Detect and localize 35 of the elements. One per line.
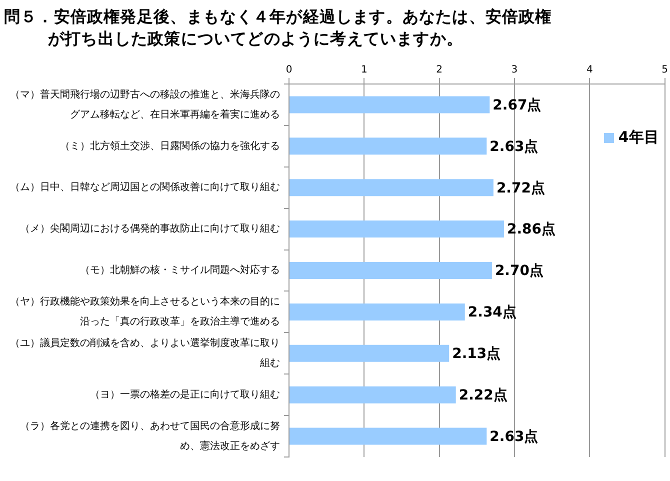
y-tick-label: （ミ）北方領土交渉、日露関係の協力を強化する [60,140,280,152]
legend-label: 4年目 [618,128,659,147]
y-tick-label: （モ）北朝鮮の核・ミサイル問題へ対応する [80,264,280,276]
chart-title: 問５．安倍政権発足後、まもなく４年が経過します。あなたは、安倍政権が打ち出した政策についてどのように考えていますか。 [4,6,553,50]
bar [290,262,492,279]
bar [290,220,504,238]
y-tick-label: （ラ）各党との連携を図り、あわせて国民の合意形成に努め、憲法改正をめざす [20,420,280,452]
x-tick-label: 4 [586,64,593,76]
y-tick-label: （ユ）議員定数の削減を含め、よりよい選挙制度改革に取り組む [10,336,280,369]
data-label: 2.72点 [496,180,545,196]
x-tick-label: 1 [360,64,368,76]
data-label: 2.63点 [490,138,538,155]
x-tick-label: 2 [436,64,443,76]
data-label: 2.63点 [490,428,538,445]
y-tick-label: （メ）尖閣周辺における偶発的事故防止に向けて取り組む [20,222,280,235]
data-label: 2.13点 [452,346,501,362]
bar [290,303,465,320]
bar [290,138,487,155]
data-label: 2.22点 [458,387,508,404]
bar [290,386,456,404]
y-tick-label: （ヤ）行政機能や政策効果を向上させるという本来の目的に沿った「真の行政改革」を政治主導で進める [10,296,280,328]
y-tick-label: （ム）日中、日韓など周辺国との関係改善に向けて取り組む [10,181,280,194]
x-tick-label: 3 [511,64,518,76]
data-label: 2.67点 [492,97,542,114]
bar [290,344,450,362]
bar [290,96,490,114]
bar [290,428,487,445]
x-tick-label: 5 [662,64,668,76]
data-label: 2.34点 [468,304,516,321]
y-tick-label: （ヨ）一票の格差の是正に向けて取り組む [90,388,280,400]
x-tick-label: 0 [286,64,292,76]
y-tick-label: （マ）普天間飛行場の辺野古への移設の推進と、米海兵隊のグアム移転など、在日米軍再編を着実に進める [10,88,280,120]
bar [290,179,494,196]
data-label: 2.86点 [506,222,556,238]
data-label: 2.70点 [494,263,544,280]
